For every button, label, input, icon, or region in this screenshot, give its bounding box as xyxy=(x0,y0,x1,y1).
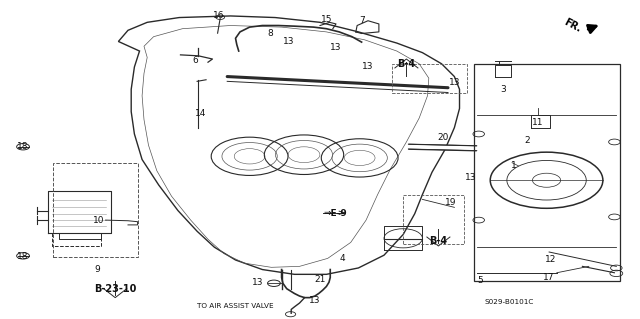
Bar xyxy=(392,64,467,93)
Text: 10: 10 xyxy=(93,216,105,225)
Text: 20: 20 xyxy=(437,133,449,142)
Text: 13: 13 xyxy=(362,63,374,71)
Text: 15: 15 xyxy=(321,15,332,24)
Text: 17: 17 xyxy=(543,273,555,282)
Text: 19: 19 xyxy=(445,198,457,207)
Text: TO AIR ASSIST VALVE: TO AIR ASSIST VALVE xyxy=(197,303,274,309)
Text: 13: 13 xyxy=(283,37,294,46)
Bar xyxy=(403,195,464,244)
Text: 13: 13 xyxy=(252,278,264,287)
Text: 5: 5 xyxy=(477,276,483,285)
Text: 13: 13 xyxy=(309,296,321,305)
Text: B-4: B-4 xyxy=(429,236,447,246)
Text: 13: 13 xyxy=(330,43,341,52)
Text: 13: 13 xyxy=(465,173,477,182)
Text: 18: 18 xyxy=(17,142,28,151)
Bar xyxy=(474,64,620,281)
Text: 13: 13 xyxy=(449,78,460,87)
Text: 11: 11 xyxy=(532,118,543,127)
Bar xyxy=(53,163,138,257)
Text: 4: 4 xyxy=(340,254,345,263)
Text: B-4: B-4 xyxy=(397,59,415,69)
Text: 14: 14 xyxy=(195,109,206,118)
Text: 7: 7 xyxy=(360,16,365,25)
Text: 3: 3 xyxy=(500,85,506,94)
Text: 21: 21 xyxy=(314,275,326,284)
Text: 18: 18 xyxy=(17,252,28,261)
Text: 9: 9 xyxy=(95,265,100,274)
Text: ⇒E-9: ⇒E-9 xyxy=(323,209,348,218)
Text: B-23-10: B-23-10 xyxy=(94,284,136,294)
Text: 12: 12 xyxy=(545,256,556,264)
Text: 16: 16 xyxy=(213,11,225,20)
Text: S029-B0101C: S029-B0101C xyxy=(484,299,534,305)
Text: FR.: FR. xyxy=(562,17,582,34)
Text: 6: 6 xyxy=(193,56,198,65)
Text: 2: 2 xyxy=(524,136,529,145)
Text: 8: 8 xyxy=(268,29,273,38)
Text: 1: 1 xyxy=(511,161,516,170)
